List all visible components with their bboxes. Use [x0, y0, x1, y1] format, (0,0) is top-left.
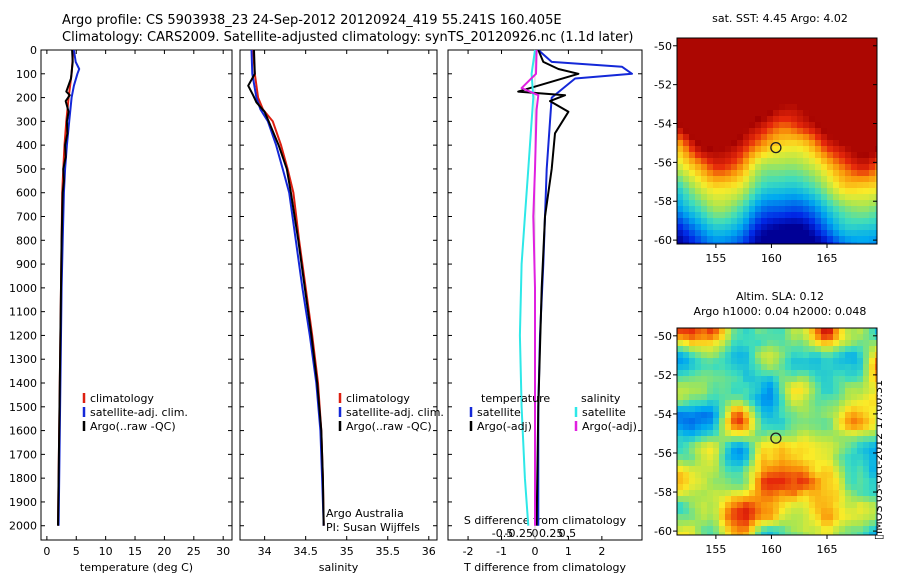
difference-s-axis-label: S difference from climatology	[464, 514, 627, 527]
sst-map-ytick-label: -56	[654, 156, 672, 169]
figure-title-line2: Climatology: CARS2009. Satellite-adjuste…	[62, 30, 634, 45]
temperature-xtick-label: 20	[157, 545, 171, 558]
salinity-annotation-line1: Argo Australia	[326, 507, 404, 520]
salinity-series-argo-raw-qc--line	[247, 49, 325, 526]
difference-temp-legend-label: Argo(-adj)	[477, 420, 532, 433]
salinity-legend-label: climatology	[346, 392, 410, 405]
difference-sal-legend-label: Argo(-adj)	[582, 420, 637, 433]
salinity-xtick-label: 35.5	[376, 545, 401, 558]
depth-tick-label: 1200	[9, 329, 37, 342]
depth-tick-label: 1800	[9, 472, 37, 485]
salinity-xtick-label: 34.5	[293, 545, 318, 558]
depth-tick-label: 800	[16, 234, 37, 247]
temperature-series-argo-raw-qc--line	[57, 49, 74, 526]
difference-temp-legend-label: satellite	[477, 406, 521, 419]
sla-map-ytick-label: -54	[654, 408, 672, 421]
temperature-legend-label: Argo(..raw -QC)	[90, 420, 176, 433]
sla-map-ytick-label: -52	[654, 369, 672, 382]
depth-tick-label: 0	[30, 44, 37, 57]
sla-map-ytick-label: -60	[654, 525, 672, 538]
sst-map-ytick-label: -50	[654, 40, 672, 53]
depth-tick-label: 600	[16, 187, 37, 200]
temperature-legend-label: climatology	[90, 392, 154, 405]
depth-tick-label: 200	[16, 92, 37, 105]
depth-tick-label: 1500	[9, 401, 37, 414]
depth-tick-label: 100	[16, 68, 37, 81]
sst-map-argo-marker	[770, 141, 782, 154]
temperature-legend-label: satellite-adj. clim.	[90, 406, 188, 419]
temperature-axis-label: temperature (deg C)	[80, 561, 193, 574]
difference-s-tick-label: -0.25	[505, 527, 533, 540]
temperature-xtick-label: 10	[99, 545, 113, 558]
depth-tick-label: 1600	[9, 425, 37, 438]
sla-map-ytick-label: -58	[654, 486, 672, 499]
temperature-xtick-label: 0	[43, 545, 50, 558]
depth-tick-label: 1100	[9, 306, 37, 319]
sla-map-ytick-label: -56	[654, 447, 672, 460]
sla-map-xtick-label: 155	[705, 543, 726, 556]
difference-xtick-label: 1	[565, 545, 572, 558]
sst-map-xtick-label: 155	[705, 252, 726, 265]
temperature-plot-frame	[40, 49, 233, 541]
sst-map-ytick-label: -60	[654, 234, 672, 247]
difference-series-satellite-line	[518, 49, 536, 526]
sst-map-ytick-label: -52	[654, 79, 672, 92]
sst-map-frame	[676, 37, 878, 245]
difference-axis-label: T difference from climatology	[463, 561, 626, 574]
sst-map-grid	[677, 38, 878, 245]
sla-map-xtick-label: 160	[761, 543, 782, 556]
depth-tick-label: 2000	[9, 520, 37, 533]
sla-map-subtitle: Argo h1000: 0.04 h2000: 0.048	[693, 305, 867, 318]
difference-s-tick-label: -0.5	[492, 527, 513, 540]
difference-xtick-label: -1	[496, 545, 507, 558]
salinity-xtick-label: 34	[258, 545, 272, 558]
salinity-annotation-line2: PI: Susan Wijffels	[326, 521, 420, 534]
sst-map-title: sat. SST: 4.45 Argo: 4.02	[712, 12, 848, 25]
depth-tick-label: 1700	[9, 448, 37, 461]
difference-series-argo-adj--line	[520, 49, 540, 526]
sst-map-ytick-label: -58	[654, 195, 672, 208]
salinity-xtick-label: 36	[422, 545, 436, 558]
sla-map-xtick-label: 165	[817, 543, 838, 556]
difference-series-argo-adj--line	[517, 49, 580, 526]
salinity-legend-label: Argo(..raw -QC)	[346, 420, 432, 433]
temperature-xtick-label: 15	[128, 545, 142, 558]
temperature-xtick-label: 30	[216, 545, 230, 558]
difference-s-tick-label: 0.25	[539, 527, 564, 540]
sst-map-xtick-label: 165	[817, 252, 838, 265]
sla-map-title: Altim. SLA: 0.12	[735, 290, 825, 303]
sla-map-frame	[676, 327, 878, 536]
difference-plot-frame	[447, 49, 643, 541]
difference-sal-legend-label: satellite	[582, 406, 626, 419]
depth-tick-label: 1400	[9, 377, 37, 390]
depth-tick-label: 500	[16, 163, 37, 176]
salinity-axis-label: salinity	[319, 561, 359, 574]
difference-xtick-label: 0	[531, 545, 538, 558]
difference-legend-header-temperature: temperature	[481, 392, 550, 405]
difference-xtick-label: -2	[463, 545, 474, 558]
salinity-legend-label: satellite-adj. clim.	[346, 406, 444, 419]
depth-tick-label: 300	[16, 115, 37, 128]
figure-title-line1: Argo profile: CS 5903938_23 24-Sep-2012 …	[62, 13, 562, 28]
depth-tick-label: 900	[16, 258, 37, 271]
depth-tick-label: 1000	[9, 282, 37, 295]
sla-map-grid	[677, 328, 878, 536]
difference-legend-header-salinity: salinity	[581, 392, 621, 405]
temperature-xtick-label: 5	[73, 545, 80, 558]
salinity-xtick-label: 35	[340, 545, 354, 558]
sst-map-xtick-label: 160	[761, 252, 782, 265]
sla-map-argo-marker	[770, 432, 782, 444]
depth-tick-label: 400	[16, 139, 37, 152]
sst-map-ytick-label: -54	[654, 118, 672, 131]
difference-s-tick-label: 0.5	[559, 527, 577, 540]
depth-tick-label: 1300	[9, 353, 37, 366]
depth-tick-label: 1900	[9, 496, 37, 509]
depth-tick-label: 700	[16, 211, 37, 224]
sla-map-ytick-label: -50	[654, 330, 672, 343]
difference-xtick-label: 2	[598, 545, 605, 558]
temperature-xtick-label: 25	[187, 545, 201, 558]
